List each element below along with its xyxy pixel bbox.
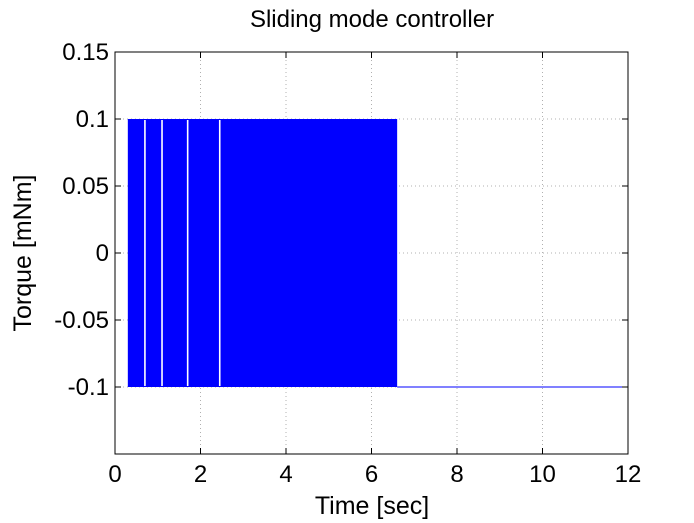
y-tick-label: -0.1	[68, 374, 109, 401]
x-tick-label: 4	[279, 461, 292, 488]
x-tick-label: 6	[365, 461, 378, 488]
series-layer	[127, 119, 628, 388]
y-tick-label: 0.1	[76, 106, 109, 133]
x-tick-label: 0	[108, 461, 121, 488]
y-tick-label: 0.15	[62, 39, 109, 66]
x-tick-label: 12	[615, 461, 642, 488]
tick-marks	[114, 51, 629, 454]
y-axis-label: Torque [mNm]	[9, 175, 37, 332]
x-tick-label: 10	[529, 461, 556, 488]
x-tick-labels: 0 2 4 6 8 10 12	[108, 461, 641, 488]
x-axis-label: Time [sec]	[315, 492, 429, 520]
switching-signal-block	[127, 119, 398, 387]
plot-area	[114, 51, 629, 455]
y-tick-labels: 0.15 0.1 0.05 0 -0.05 -0.1	[54, 39, 109, 401]
x-tick-label: 2	[194, 461, 207, 488]
y-tick-label: 0	[96, 240, 109, 267]
y-tick-label: -0.05	[54, 307, 109, 334]
chart-title: Sliding mode controller	[250, 6, 494, 33]
x-tick-label: 8	[450, 461, 463, 488]
y-tick-label: 0.05	[62, 173, 109, 200]
